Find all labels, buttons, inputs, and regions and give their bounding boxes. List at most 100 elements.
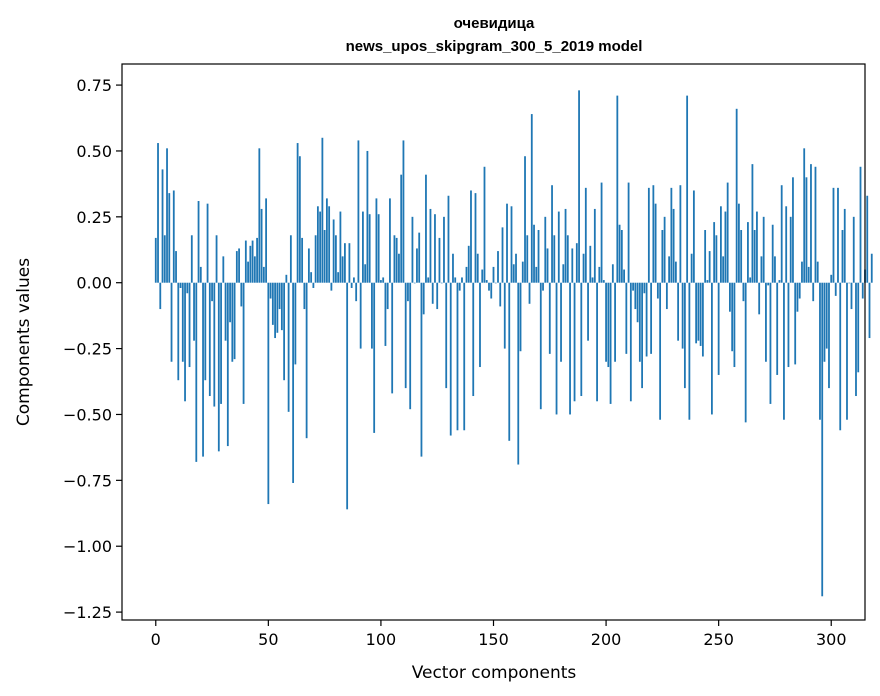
bar-121 bbox=[427, 277, 430, 283]
bar-55 bbox=[278, 282, 281, 310]
bar-80 bbox=[334, 235, 337, 283]
bar-9 bbox=[175, 251, 177, 283]
bar-56 bbox=[280, 282, 283, 331]
bar-312 bbox=[857, 282, 860, 373]
bar-276 bbox=[776, 282, 779, 375]
bar-52 bbox=[271, 282, 274, 325]
bar-102 bbox=[384, 282, 387, 346]
bar-110 bbox=[402, 140, 405, 283]
bar-202 bbox=[609, 282, 612, 404]
bar-305 bbox=[841, 230, 844, 283]
bar-47 bbox=[260, 208, 263, 283]
bar-78 bbox=[330, 282, 333, 291]
bar-255 bbox=[729, 282, 731, 312]
bar-234 bbox=[681, 282, 684, 349]
bar-70 bbox=[312, 282, 315, 288]
bar-75 bbox=[323, 230, 326, 283]
bar-124 bbox=[434, 214, 436, 283]
bar-295 bbox=[819, 282, 821, 420]
bar-248 bbox=[713, 222, 716, 283]
bar-212 bbox=[632, 282, 634, 291]
chart-subtitle: news_upos_skipgram_300_5_2019 model bbox=[346, 38, 643, 55]
bar-0 bbox=[154, 237, 157, 283]
bar-82 bbox=[339, 211, 342, 283]
bar-169 bbox=[535, 266, 538, 283]
bar-12 bbox=[181, 282, 184, 362]
bar-187 bbox=[575, 243, 578, 283]
bar-168 bbox=[533, 224, 535, 283]
bar-144 bbox=[479, 282, 481, 368]
bar-20 bbox=[199, 266, 202, 283]
bar-238 bbox=[690, 253, 693, 283]
bar-211 bbox=[629, 282, 632, 402]
bar-92 bbox=[362, 211, 364, 283]
bar-8 bbox=[172, 190, 175, 283]
bar-183 bbox=[566, 235, 569, 283]
bar-314 bbox=[861, 282, 864, 299]
bar-95 bbox=[368, 214, 371, 283]
bar-308 bbox=[848, 282, 851, 284]
bar-171 bbox=[539, 282, 542, 410]
bar-69 bbox=[310, 272, 313, 283]
bar-10 bbox=[177, 282, 180, 381]
bar-116 bbox=[416, 248, 418, 283]
bar-134 bbox=[456, 282, 459, 431]
bar-67 bbox=[305, 282, 308, 439]
bar-289 bbox=[805, 177, 808, 283]
bar-28 bbox=[217, 282, 220, 452]
bar-39 bbox=[242, 282, 245, 404]
bar-207 bbox=[620, 230, 623, 283]
bar-228 bbox=[668, 256, 671, 283]
bar-277 bbox=[778, 280, 781, 283]
bar-193 bbox=[589, 245, 592, 283]
bar-245 bbox=[706, 280, 709, 283]
y-tick-label: 0.25 bbox=[76, 208, 112, 227]
bar-154 bbox=[501, 227, 504, 283]
bar-166 bbox=[528, 282, 531, 304]
bar-150 bbox=[492, 266, 495, 283]
bar-179 bbox=[557, 211, 560, 283]
bar-81 bbox=[337, 272, 340, 283]
bar-199 bbox=[602, 280, 605, 283]
bar-100 bbox=[380, 280, 382, 283]
bar-263 bbox=[747, 222, 749, 283]
bar-310 bbox=[852, 216, 855, 283]
bar-115 bbox=[413, 282, 416, 284]
bar-4 bbox=[163, 235, 166, 283]
bar-175 bbox=[548, 282, 551, 354]
bar-317 bbox=[868, 282, 871, 339]
bar-104 bbox=[389, 198, 391, 283]
bar-141 bbox=[472, 282, 475, 397]
bar-72 bbox=[316, 206, 319, 283]
bar-259 bbox=[738, 203, 740, 283]
bars-group bbox=[154, 90, 873, 597]
bar-270 bbox=[762, 216, 765, 283]
bar-249 bbox=[715, 235, 718, 283]
bar-172 bbox=[542, 282, 544, 291]
bar-74 bbox=[321, 137, 324, 283]
bar-284 bbox=[794, 282, 797, 365]
bar-275 bbox=[774, 256, 776, 283]
bar-241 bbox=[697, 282, 700, 341]
bar-267 bbox=[756, 211, 758, 283]
bar-223 bbox=[656, 282, 659, 299]
bar-105 bbox=[391, 282, 394, 394]
bar-309 bbox=[850, 282, 853, 310]
bar-140 bbox=[470, 190, 472, 283]
bar-293 bbox=[814, 166, 817, 283]
bar-194 bbox=[591, 277, 594, 283]
bar-281 bbox=[787, 282, 790, 368]
bar-256 bbox=[731, 282, 734, 352]
plot-frame bbox=[121, 63, 866, 621]
bar-94 bbox=[366, 150, 369, 283]
bar-54 bbox=[276, 282, 279, 333]
bar-143 bbox=[476, 253, 479, 283]
bar-229 bbox=[670, 187, 673, 283]
bar-313 bbox=[859, 166, 862, 283]
bar-49 bbox=[265, 198, 267, 283]
bar-68 bbox=[307, 248, 310, 283]
bar-138 bbox=[465, 266, 468, 283]
bar-117 bbox=[418, 232, 421, 283]
bar-178 bbox=[555, 282, 558, 415]
